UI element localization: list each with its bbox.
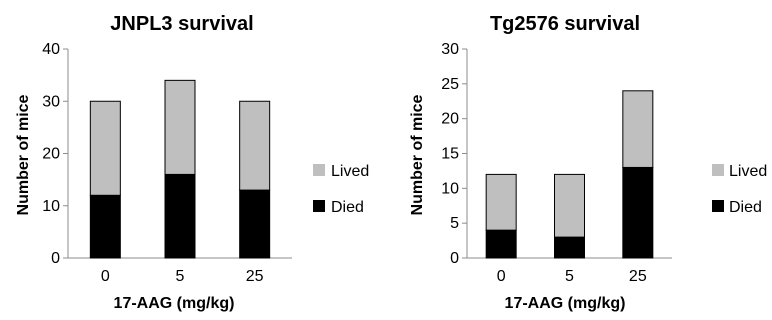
x-tick-label: 5	[176, 268, 185, 285]
bar-died-25	[622, 166, 654, 259]
bar-lived-5	[164, 79, 196, 175]
plot-area: 0 5 10 15 20 25 30 0 5 25	[441, 41, 672, 285]
bar-lived-25	[239, 100, 271, 191]
legend-swatch-died	[712, 200, 724, 212]
chart-title: JNPL3 survival	[110, 13, 253, 35]
y-tick-label: 10	[42, 198, 60, 215]
bar-lived-0	[89, 100, 121, 196]
y-tick-label: 40	[42, 41, 60, 58]
bar-died-0	[485, 229, 517, 259]
bar-died-0	[89, 194, 121, 259]
bar-died-5	[164, 173, 196, 259]
bar-died-25	[239, 189, 271, 259]
legend: Lived Died	[712, 163, 767, 216]
bar-lived-5	[554, 173, 585, 238]
chart-jnpl3: JNPL3 survival Number of mice 17-AAG (mg…	[15, 13, 369, 312]
x-tick-label: 25	[629, 268, 647, 285]
y-tick-label: 0	[51, 250, 60, 267]
y-tick-label: 20	[42, 146, 60, 163]
legend-label-died: Died	[729, 199, 762, 216]
bar-died-5	[554, 236, 585, 259]
bar-lived-25	[622, 90, 654, 168]
legend-swatch-died	[313, 200, 325, 212]
x-tick-label: 0	[497, 268, 506, 285]
y-tick-label: 25	[441, 76, 459, 93]
y-tick-label: 20	[441, 111, 459, 128]
plot-area: 0 10 20 30 40 0 5 25	[42, 41, 292, 285]
legend-label-lived: Lived	[729, 163, 767, 180]
bar-lived-0	[485, 173, 517, 231]
y-tick-label: 10	[441, 180, 459, 197]
chart-title: Tg2576 survival	[490, 13, 640, 35]
legend-swatch-lived	[313, 164, 325, 176]
legend-label-died: Died	[331, 199, 364, 216]
y-axis-title: Number of mice	[409, 94, 426, 215]
y-tick-label: 30	[42, 93, 60, 110]
x-axis-title: 17-AAG (mg/kg)	[114, 295, 235, 312]
chart-tg2576: Tg2576 survival Number of mice 17-AAG (m…	[409, 13, 767, 312]
x-tick-label: 5	[565, 268, 574, 285]
y-axis-title: Number of mice	[15, 94, 32, 215]
x-tick-label: 0	[101, 268, 110, 285]
legend-swatch-lived	[712, 164, 724, 176]
y-tick-label: 0	[450, 250, 459, 267]
y-tick-label: 5	[450, 215, 459, 232]
x-axis-title: 17-AAG (mg/kg)	[505, 295, 626, 312]
legend-label-lived: Lived	[331, 163, 369, 180]
legend: Lived Died	[313, 163, 369, 216]
x-tick-label: 25	[246, 268, 264, 285]
y-tick-label: 15	[441, 146, 459, 163]
y-tick-label: 30	[441, 41, 459, 58]
